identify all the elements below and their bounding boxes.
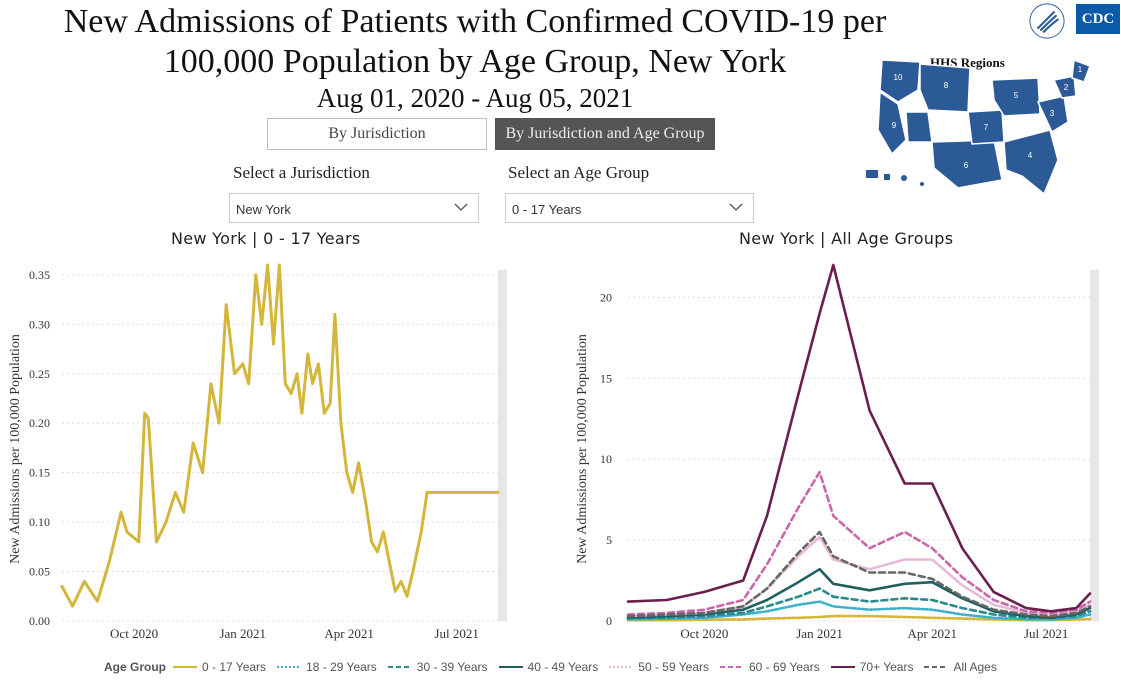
right-series-40-49-years bbox=[626, 567, 1092, 620]
svg-text:8: 8 bbox=[944, 81, 949, 90]
svg-text:3: 3 bbox=[1050, 109, 1055, 118]
age-group-select[interactable]: 0 - 17 Years bbox=[505, 193, 754, 223]
left-y-tick-label: 0.20 bbox=[29, 416, 50, 430]
legend-label: All Ages bbox=[953, 660, 997, 674]
by-jurisdiction-age-button[interactable]: By Jurisdiction and Age Group bbox=[495, 118, 715, 150]
right-y-axis-label: New Admissions per 100,000 Population bbox=[575, 334, 590, 564]
hhs-region-3 bbox=[1036, 95, 1069, 134]
hhs-region-2 bbox=[1052, 75, 1077, 99]
age-group-legend: Age Group 0 - 17 Years 18 - 29 Years 30 - … bbox=[104, 660, 1007, 674]
right-y-tick-label: 10 bbox=[600, 452, 612, 466]
left-y-tick-label: 0.15 bbox=[29, 466, 50, 480]
title-line-1: New Admissions of Patients with Confirme… bbox=[63, 3, 887, 40]
legend-swatch bbox=[720, 666, 744, 668]
chevron-down-icon bbox=[454, 203, 468, 211]
right-highlight-band bbox=[1090, 270, 1099, 621]
legend-title: Age Group bbox=[104, 660, 166, 674]
left-series-0-17-years bbox=[60, 263, 500, 608]
legend-swatch bbox=[830, 666, 855, 668]
right-x-tick-label: Apr 2021 bbox=[908, 626, 957, 641]
legend-item[interactable]: 70+ Years bbox=[830, 660, 914, 674]
left-x-tick-label: Jul 2021 bbox=[434, 626, 478, 641]
svg-text:1: 1 bbox=[1078, 65, 1083, 74]
right-y-tick-label: 20 bbox=[600, 290, 612, 304]
chevron-down-icon bbox=[729, 203, 743, 211]
left-x-tick-label: Jan 2021 bbox=[219, 626, 266, 641]
left-y-tick-label: 0.10 bbox=[29, 515, 50, 529]
hhs-region-10 bbox=[879, 59, 921, 103]
hhs-region-8 bbox=[919, 63, 971, 113]
jurisdiction-select-label: Select a Jurisdiction bbox=[233, 163, 370, 182]
legend-swatch bbox=[609, 666, 634, 668]
by-jurisdiction-label: By Jurisdiction bbox=[328, 125, 426, 142]
legend-item[interactable]: 60 - 69 Years bbox=[719, 660, 820, 674]
age-group-select-value: 0 - 17 Years bbox=[512, 202, 582, 217]
hhs-region-4 bbox=[1003, 129, 1059, 196]
svg-text:6: 6 bbox=[964, 161, 969, 170]
legend-swatch bbox=[387, 666, 412, 668]
left-y-tick-label: 0.30 bbox=[29, 317, 50, 331]
legend-item[interactable]: 50 - 59 Years bbox=[608, 660, 709, 674]
hhs-region-9 bbox=[877, 90, 907, 156]
jurisdiction-select-value: New York bbox=[236, 202, 291, 217]
age-group-select-label: Select an Age Group bbox=[508, 163, 650, 182]
by-jurisdiction-age-label: By Jurisdiction and Age Group bbox=[505, 125, 705, 142]
legend-item[interactable]: 30 - 39 Years bbox=[387, 660, 488, 674]
right-y-tick-label: 15 bbox=[600, 371, 612, 385]
legend-item[interactable]: 40 - 49 Years bbox=[498, 660, 599, 674]
legend-swatch bbox=[173, 666, 197, 668]
left-y-tick-label: 0.35 bbox=[29, 268, 50, 282]
left-x-tick-label: Apr 2021 bbox=[324, 626, 373, 641]
legend-label: 50 - 59 Years bbox=[638, 660, 709, 674]
left-highlight-band bbox=[498, 270, 507, 621]
right-series-18-29-years bbox=[626, 600, 1092, 621]
hhs-regions-map[interactable]: 10 9 8 7 6 5 4 3 2 1 bbox=[862, 50, 1102, 200]
left-x-tick-label: Oct 2020 bbox=[110, 626, 158, 641]
legend-item[interactable]: All Ages bbox=[923, 660, 997, 674]
legend-label: 60 - 69 Years bbox=[749, 660, 820, 674]
left-y-axis-label: New Admissions per 100,000 Population bbox=[8, 334, 23, 564]
right-x-tick-label: Oct 2020 bbox=[680, 626, 728, 641]
right-series-70-years bbox=[626, 263, 1092, 613]
left-chart-title: New York | 0 - 17 Years bbox=[171, 229, 361, 248]
legend-swatch bbox=[498, 666, 523, 668]
right-series-all-ages bbox=[626, 530, 1092, 618]
legend-label: 18 - 29 Years bbox=[306, 660, 377, 674]
legend-label: 40 - 49 Years bbox=[527, 660, 599, 674]
right-chart-title: New York | All Age Groups bbox=[739, 229, 954, 248]
legend-label: 70+ Years bbox=[859, 660, 914, 674]
legend-label: 30 - 39 Years bbox=[416, 660, 488, 674]
right-y-tick-label: 5 bbox=[606, 533, 612, 547]
hhs-region-1 bbox=[1071, 58, 1091, 83]
right-x-tick-label: Jan 2021 bbox=[796, 626, 843, 641]
hhs-eagle-logo-icon bbox=[1029, 3, 1065, 39]
legend-swatch bbox=[277, 666, 302, 668]
left-y-tick-label: 0.00 bbox=[29, 614, 50, 628]
right-y-tick-label: 0 bbox=[606, 614, 612, 628]
legend-item[interactable]: 18 - 29 Years bbox=[276, 660, 377, 674]
svg-text:5: 5 bbox=[1014, 91, 1019, 100]
svg-text:10: 10 bbox=[894, 73, 903, 82]
date-range: Aug 01, 2020 - Aug 05, 2021 bbox=[316, 83, 634, 113]
legend-swatch bbox=[924, 666, 949, 668]
right-series-60-69-years bbox=[626, 470, 1092, 616]
legend-item[interactable]: 0 - 17 Years bbox=[172, 660, 266, 674]
cdc-logo: CDC bbox=[1076, 4, 1120, 34]
legend-label: 0 - 17 Years bbox=[202, 660, 267, 674]
hhs-region-5 bbox=[991, 77, 1041, 117]
svg-text:9: 9 bbox=[892, 121, 897, 130]
left-y-tick-label: 0.05 bbox=[29, 565, 50, 579]
svg-text:2: 2 bbox=[1064, 83, 1069, 92]
svg-text:7: 7 bbox=[984, 123, 989, 132]
svg-text:4: 4 bbox=[1028, 151, 1033, 160]
by-jurisdiction-button[interactable]: By Jurisdiction bbox=[267, 118, 487, 150]
title-line-2: 100,000 Population by Age Group, New Yor… bbox=[163, 43, 787, 80]
cdc-logo-text: CDC bbox=[1081, 10, 1115, 27]
right-x-tick-label: Jul 2021 bbox=[1024, 626, 1068, 641]
left-y-tick-label: 0.25 bbox=[29, 367, 50, 381]
jurisdiction-select[interactable]: New York bbox=[229, 193, 479, 223]
hhs-region-9b bbox=[905, 111, 933, 143]
page-title: New Admissions of Patients with Confirme… bbox=[40, 2, 910, 114]
